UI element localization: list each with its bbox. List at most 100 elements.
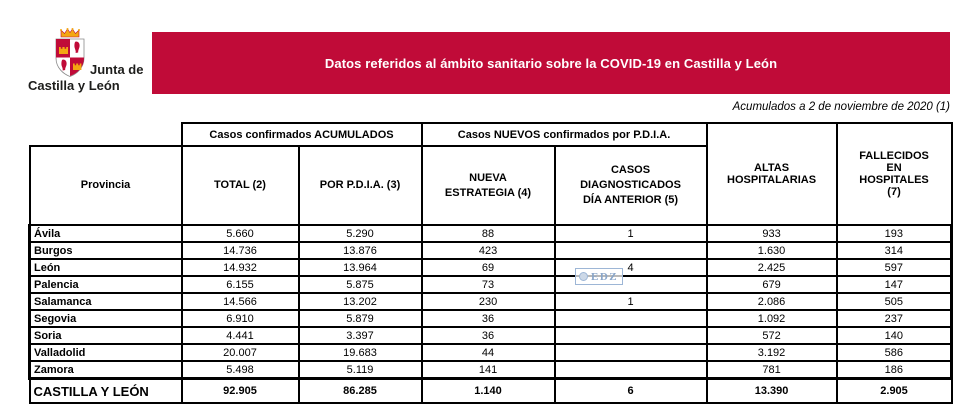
por-pdia-cell: 3.397 bbox=[297, 326, 423, 345]
logo-text-line2: Castilla y León bbox=[28, 78, 120, 93]
total-cell: 14.736 bbox=[180, 241, 300, 260]
page-title: Datos referidos al ámbito sanitario sobr… bbox=[324, 55, 778, 71]
altas-cell: 1.092 bbox=[705, 309, 838, 328]
totals-altas: 13.390 bbox=[705, 377, 838, 404]
nueva-estrategia-cell: 88 bbox=[420, 224, 556, 243]
totals-total: 92.905 bbox=[180, 377, 300, 404]
title-banner: Datos referidos al ámbito sanitario sobr… bbox=[152, 32, 950, 94]
circle-seal-icon bbox=[579, 272, 588, 281]
table-row: León 14.932 13.964 69 4 2.425 597 bbox=[28, 258, 953, 277]
fallecidos-cell: 193 bbox=[835, 224, 953, 243]
diag-dia-anterior-cell: 1 bbox=[553, 224, 708, 243]
province-cell: Palencia bbox=[28, 275, 183, 294]
total-cell: 14.932 bbox=[180, 258, 300, 277]
group-header-row: Casos confirmados ACUMULADOS Casos NUEVO… bbox=[30, 122, 953, 226]
diag-dia-anterior-cell bbox=[553, 343, 708, 362]
diag-dia-anterior-cell: 1 bbox=[553, 292, 708, 311]
por-pdia-cell: 5.119 bbox=[297, 360, 423, 380]
edz-watermark: EDZ bbox=[575, 268, 623, 285]
totals-diag-dia-anterior: 6 bbox=[553, 377, 708, 404]
diag-dia-anterior-cell bbox=[553, 360, 708, 380]
por-pdia-cell: 13.964 bbox=[297, 258, 423, 277]
covid-data-table: Casos confirmados ACUMULADOS Casos NUEVO… bbox=[28, 122, 953, 404]
total-cell: 5.498 bbox=[180, 360, 300, 380]
group-header-accumulated: Casos confirmados ACUMULADOS bbox=[180, 122, 423, 147]
diag-dia-anterior-cell bbox=[553, 326, 708, 345]
total-cell: 5.660 bbox=[180, 224, 300, 243]
por-pdia-cell: 13.202 bbox=[297, 292, 423, 311]
fallecidos-cell: 237 bbox=[835, 309, 953, 328]
diag-dia-anterior-cell bbox=[553, 309, 708, 328]
altas-cell: 2.086 bbox=[705, 292, 838, 311]
logo-text-line1: Junta de bbox=[90, 62, 144, 77]
group-header-new-pdia: Casos NUEVOS confirmados por P.D.I.A. bbox=[420, 122, 708, 147]
province-cell: Salamanca bbox=[28, 292, 183, 311]
altas-cell: 1.630 bbox=[705, 241, 838, 260]
nueva-estrategia-cell: 36 bbox=[420, 326, 556, 345]
table-row: Ávila 5.660 5.290 88 1 933 193 bbox=[28, 224, 953, 243]
por-pdia-cell: 19.683 bbox=[297, 343, 423, 362]
table-row: Palencia 6.155 5.875 73 679 147 bbox=[28, 275, 953, 294]
por-pdia-cell: 5.290 bbox=[297, 224, 423, 243]
coat-of-arms-icon bbox=[55, 28, 85, 77]
nueva-estrategia-cell: 36 bbox=[420, 309, 556, 328]
total-cell: 4.441 bbox=[180, 326, 300, 345]
province-cell: Zamora bbox=[28, 360, 183, 380]
fallecidos-cell: 314 bbox=[835, 241, 953, 260]
total-cell: 14.566 bbox=[180, 292, 300, 311]
watermark-text: EDZ bbox=[591, 270, 619, 283]
nueva-estrategia-cell: 44 bbox=[420, 343, 556, 362]
nueva-estrategia-cell: 230 bbox=[420, 292, 556, 311]
province-cell: León bbox=[28, 258, 183, 277]
por-pdia-cell: 13.876 bbox=[297, 241, 423, 260]
province-cell: Soria bbox=[28, 326, 183, 345]
diag-dia-anterior-cell bbox=[553, 241, 708, 260]
altas-cell: 933 bbox=[705, 224, 838, 243]
totals-nueva-estrategia: 1.140 bbox=[420, 377, 556, 404]
table-body: Ávila 5.660 5.290 88 1 933 193 Burgos 14.736 13.8… bbox=[28, 224, 953, 380]
fallecidos-cell: 586 bbox=[835, 343, 953, 362]
total-cell: 6.155 bbox=[180, 275, 300, 294]
table-row: Zamora 5.498 5.119 141 781 186 bbox=[28, 360, 953, 380]
total-cell: 20.007 bbox=[180, 343, 300, 362]
column-header-fallecidos: FALLECIDOS EN HOSPITALES (7) bbox=[835, 122, 953, 226]
column-header-altas: ALTAS HOSPITALARIAS bbox=[705, 122, 838, 226]
altas-cell: 3.192 bbox=[705, 343, 838, 362]
total-cell: 6.910 bbox=[180, 309, 300, 328]
table-row: Valladolid 20.007 19.683 44 3.192 586 bbox=[28, 343, 953, 362]
province-cell: Ávila bbox=[28, 224, 183, 243]
table-row: Segovia 6.910 5.879 36 1.092 237 bbox=[28, 309, 953, 328]
altas-cell: 572 bbox=[705, 326, 838, 345]
altas-cell: 2.425 bbox=[705, 258, 838, 277]
fallecidos-cell: 505 bbox=[835, 292, 953, 311]
totals-por-pdia: 86.285 bbox=[297, 377, 423, 404]
fallecidos-cell: 186 bbox=[835, 360, 953, 380]
column-header-total: TOTAL (2) bbox=[180, 145, 300, 226]
column-header-diagnosticados: CASOS DIAGNOSTICADOS DÍA ANTERIOR (5) bbox=[553, 145, 708, 226]
por-pdia-cell: 5.875 bbox=[297, 275, 423, 294]
table-row: Burgos 14.736 13.876 423 1.630 314 bbox=[28, 241, 953, 260]
fallecidos-cell: 597 bbox=[835, 258, 953, 277]
fallecidos-cell: 140 bbox=[835, 326, 953, 345]
altas-cell: 781 bbox=[705, 360, 838, 380]
totals-label: CASTILLA Y LEÓN bbox=[28, 377, 183, 404]
column-header-por-pdia: POR P.D.I.A. (3) bbox=[297, 145, 423, 226]
province-cell: Segovia bbox=[28, 309, 183, 328]
province-cell: Valladolid bbox=[28, 343, 183, 362]
altas-cell: 679 bbox=[705, 275, 838, 294]
por-pdia-cell: 5.879 bbox=[297, 309, 423, 328]
nueva-estrategia-cell: 141 bbox=[420, 360, 556, 380]
totals-fallecidos: 2.905 bbox=[835, 377, 953, 404]
table-row: Salamanca 14.566 13.202 230 1 2.086 505 bbox=[28, 292, 953, 311]
column-header-provincia: Provincia bbox=[28, 145, 183, 226]
column-header-row: Provincia TOTAL (2) POR P.D.I.A. (3) NUE… bbox=[28, 145, 952, 226]
totals-row: CASTILLA Y LEÓN 92.905 86.285 1.140 6 13… bbox=[28, 377, 953, 404]
province-cell: Burgos bbox=[28, 241, 183, 260]
nueva-estrategia-cell: 423 bbox=[420, 241, 556, 260]
table-row: Soria 4.441 3.397 36 572 140 bbox=[28, 326, 953, 345]
nueva-estrategia-cell: 69 bbox=[420, 258, 556, 277]
column-header-nueva-estrategia: NUEVA ESTRATEGIA (4) bbox=[420, 145, 556, 226]
fallecidos-cell: 147 bbox=[835, 275, 953, 294]
accumulated-date-note: Acumulados a 2 de noviembre de 2020 (1) bbox=[732, 101, 950, 113]
nueva-estrategia-cell: 73 bbox=[420, 275, 556, 294]
